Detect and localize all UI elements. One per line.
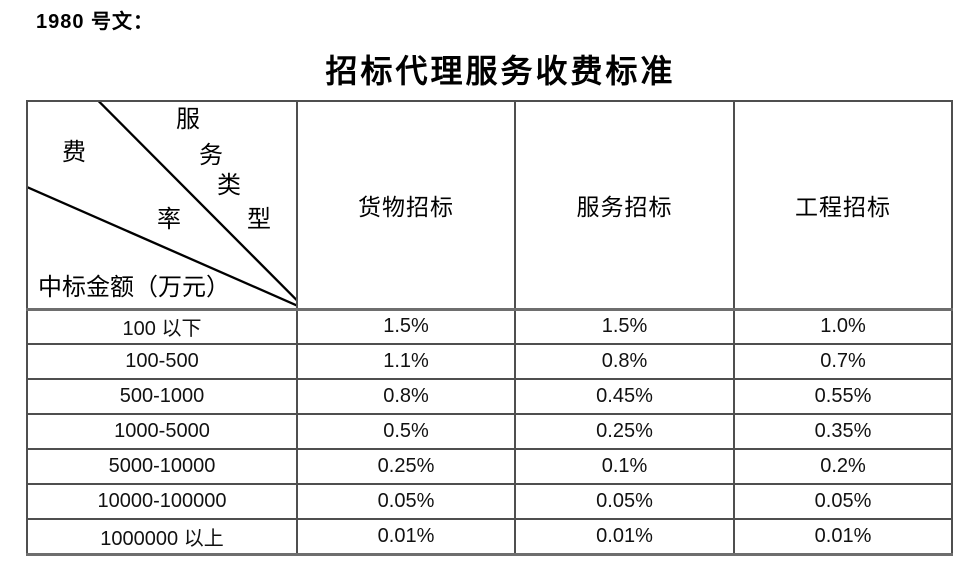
amount-range-cell: 500-1000 [26,378,298,415]
rate-cell: 0.45% [514,378,735,415]
rate-cell: 0.55% [733,378,953,415]
amount-range-cell: 1000-5000 [26,413,298,450]
service-type-char-3: 类 [217,173,241,199]
table-header-row: 费 率 服 务 类 型 中标金额（万元） 货物招标 服务招标 工程招标 [26,100,953,311]
table-row: 10000-100000 0.05% 0.05% 0.05% [26,483,953,520]
rate-cell: 1.5% [514,308,735,345]
column-header-services: 服务招标 [514,100,735,311]
diagonal-header: 费 率 服 务 类 型 中标金额（万元） [29,103,295,306]
rate-cell: 0.8% [514,343,735,380]
rate-cell: 0.05% [296,483,516,520]
rate-cell: 0.5% [296,413,516,450]
rate-cell: 0.25% [514,413,735,450]
service-type-char-2: 务 [199,143,223,169]
table-row: 100 以下 1.5% 1.5% 1.0% [26,308,953,345]
amount-range-cell: 5000-10000 [26,448,298,485]
table-row: 1000-5000 0.5% 0.25% 0.35% [26,413,953,450]
rate-cell: 0.8% [296,378,516,415]
fee-table: 费 率 服 务 类 型 中标金额（万元） 货物招标 服务招标 工程招标 100 … [26,100,953,556]
amount-range-cell: 10000-100000 [26,483,298,520]
table-row: 500-1000 0.8% 0.45% 0.55% [26,378,953,415]
table-corner-cell: 费 率 服 务 类 型 中标金额（万元） [26,100,298,311]
rate-cell: 1.5% [296,308,516,345]
rate-cell: 0.01% [296,518,516,556]
rate-cell: 0.35% [733,413,953,450]
amount-range-cell: 100-500 [26,343,298,380]
column-header-engineering: 工程招标 [733,100,953,311]
rate-cell: 0.25% [296,448,516,485]
service-type-char-4: 型 [247,207,271,233]
table-row: 100-500 1.1% 0.8% 0.7% [26,343,953,380]
rate-cell: 0.01% [514,518,735,556]
service-type-char-1: 服 [176,107,200,133]
rate-cell: 0.05% [514,483,735,520]
rate-cell: 0.1% [514,448,735,485]
column-header-goods: 货物招标 [296,100,516,311]
fee-rate-char-1: 费 [62,140,86,166]
rate-cell: 0.2% [733,448,953,485]
table-row: 5000-10000 0.25% 0.1% 0.2% [26,448,953,485]
fee-rate-char-2: 率 [157,207,181,233]
diagonal-split-lines [29,103,295,306]
page-title: 招标代理服务收费标准 [325,53,676,89]
rate-cell: 1.1% [296,343,516,380]
amount-range-cell: 1000000 以上 [26,518,298,556]
row-axis-label: 中标金额（万元） [38,275,230,301]
rate-cell: 0.7% [733,343,953,380]
table-row: 1000000 以上 0.01% 0.01% 0.01% [26,518,953,556]
doc-number-label: 1980 号文： [36,11,155,33]
rate-cell: 0.01% [733,518,953,556]
rate-cell: 0.05% [733,483,953,520]
rate-cell: 1.0% [733,308,953,345]
amount-range-cell: 100 以下 [26,308,298,345]
